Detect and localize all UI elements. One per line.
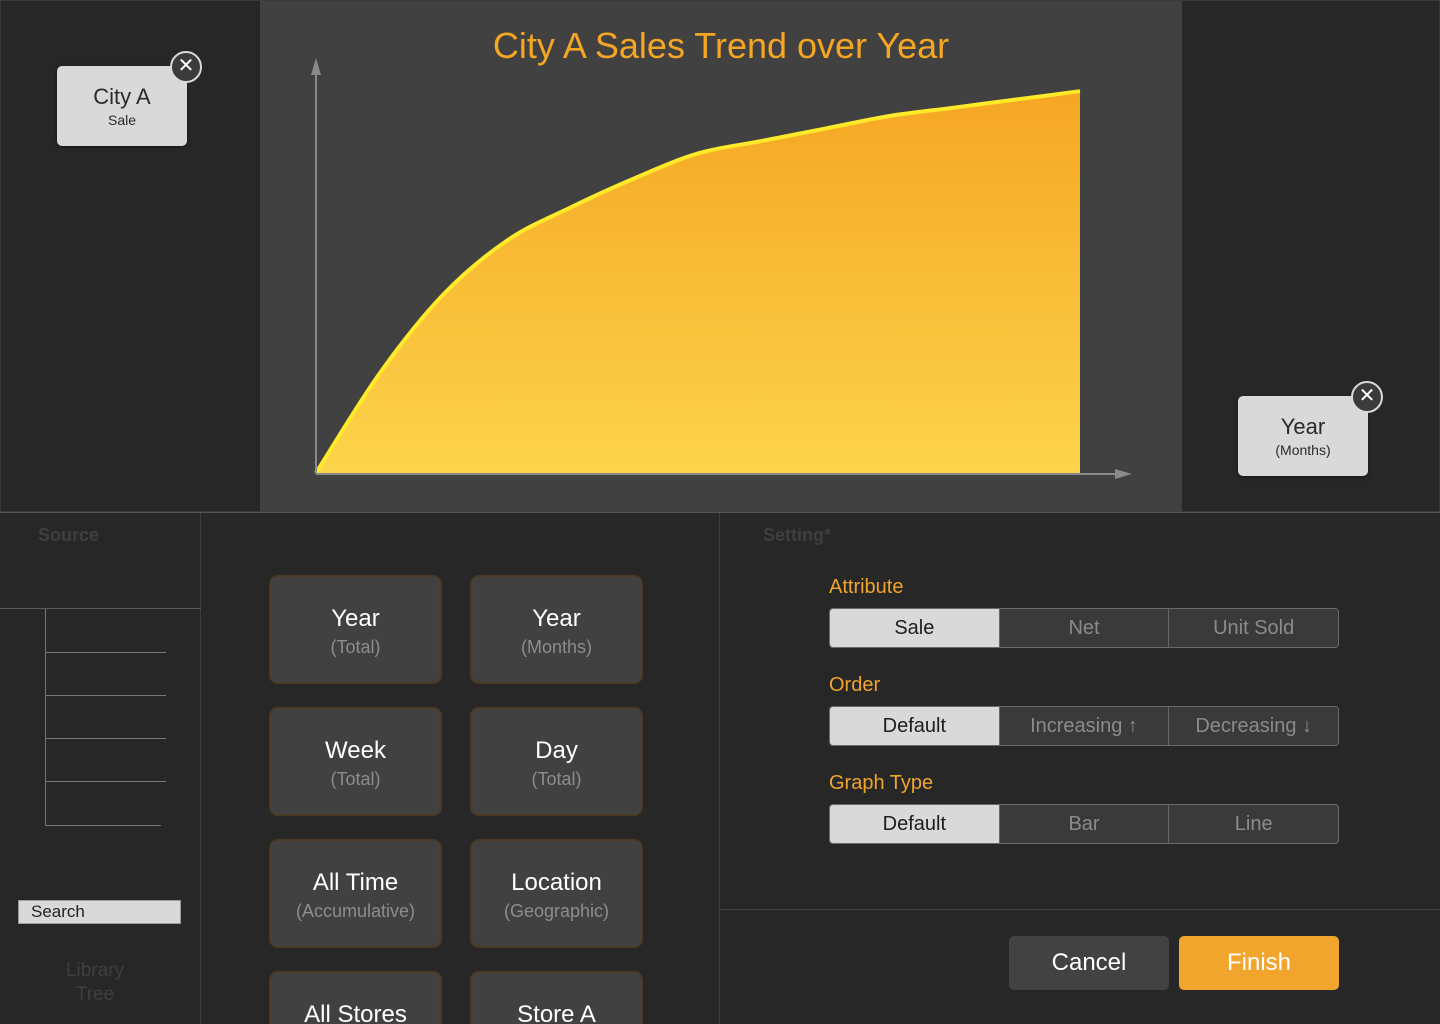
close-icon[interactable]: ✕	[1351, 381, 1383, 413]
tree-node[interactable]	[45, 652, 166, 653]
graph-type-option-bar[interactable]: Bar	[998, 805, 1169, 843]
tile-name: All Time	[312, 869, 399, 896]
order-option-increasing[interactable]: Increasing ↑	[998, 707, 1169, 745]
chart-panel: City A Sales Trend over Year	[260, 1, 1182, 512]
attribute-option-sale[interactable]: Sale	[830, 609, 999, 647]
order-option-default[interactable]: Default	[830, 707, 999, 745]
tile-name: Year	[532, 605, 581, 632]
tile-all-stores[interactable]: All Stores	[269, 971, 442, 1024]
tile-sub: (Accumulative)	[295, 901, 416, 921]
tile-sub: (Total)	[330, 637, 381, 657]
tile-all-time[interactable]: All Time (Accumulative)	[269, 839, 442, 948]
tree-node[interactable]	[45, 825, 161, 826]
attribute-segmented-control: Sale Net Unit Sold	[829, 608, 1339, 648]
area-fill	[316, 91, 1080, 473]
tile-name: All Stores	[304, 1001, 407, 1024]
x-axis-chip-title: Year	[1280, 414, 1326, 439]
tile-name: Week	[325, 737, 386, 764]
tile-year-months[interactable]: Year (Months)	[470, 575, 643, 684]
tile-name: Year	[331, 605, 380, 632]
tile-day-total[interactable]: Day (Total)	[470, 707, 643, 816]
settings-panel: Setting* Attribute Sale Net Unit Sold Or…	[720, 513, 1440, 1024]
y-axis-chip-subtitle: Sale	[107, 112, 137, 128]
attribute-option-unit-sold[interactable]: Unit Sold	[1168, 609, 1338, 647]
tile-name: Day	[535, 737, 578, 764]
y-axis-chip[interactable]: City A Sale ✕	[57, 51, 202, 146]
tile-location[interactable]: Location (Geographic)	[470, 839, 643, 948]
library-label-line2: Tree	[75, 984, 115, 1005]
attribute-option-net[interactable]: Net	[998, 609, 1169, 647]
graph-type-label: Graph Type	[829, 772, 934, 794]
settings-title: Setting*	[763, 525, 832, 545]
tree-node[interactable]	[45, 781, 166, 782]
x-axis-arrow	[1115, 469, 1132, 479]
x-axis-chip[interactable]: Year (Months) ✕	[1238, 381, 1383, 476]
tile-year-total[interactable]: Year (Total)	[269, 575, 442, 684]
tile-sub: (Months)	[520, 637, 592, 657]
tile-sub: (Total)	[330, 769, 381, 789]
tile-sub: (Total)	[531, 769, 582, 789]
finish-button[interactable]: Finish	[1179, 936, 1339, 990]
graph-type-segmented-control: Default Bar Line	[829, 804, 1339, 844]
tile-sub: (Geographic)	[503, 901, 610, 921]
cancel-button[interactable]: Cancel	[1009, 936, 1169, 990]
source-divider	[0, 608, 201, 609]
attribute-label: Attribute	[829, 576, 904, 598]
tree-node[interactable]	[45, 738, 166, 739]
tree-node[interactable]	[45, 695, 166, 696]
order-segmented-control: Default Increasing ↑ Decreasing ↓	[829, 706, 1339, 746]
library-tree-label[interactable]: Library Tree	[30, 959, 160, 1007]
series-line	[314, 89, 1081, 475]
graph-type-option-line[interactable]: Line	[1168, 805, 1338, 843]
search-input[interactable]: Search	[18, 900, 181, 924]
tile-week-total[interactable]: Week (Total)	[269, 707, 442, 816]
tile-store-a[interactable]: Store A	[470, 971, 643, 1024]
area-chart: City A Sales Trend over Year	[311, 25, 1132, 479]
chart-workspace: City A Sale ✕ City A Sales Trend over Ye…	[0, 0, 1440, 512]
y-axis-chip-title: City A	[93, 84, 151, 109]
chart-title: City A Sales Trend over Year	[493, 25, 949, 66]
library-label-line1: Library	[65, 960, 125, 981]
bottom-panel: Source Search Library Tree Year (Total) …	[0, 512, 1440, 1024]
x-axis-chip-subtitle: (Months)	[1275, 442, 1331, 458]
settings-divider	[720, 909, 1440, 910]
order-option-decreasing[interactable]: Decreasing ↓	[1168, 707, 1338, 745]
tile-name: Store A	[517, 1001, 596, 1024]
source-title: Source	[38, 525, 100, 545]
graph-type-option-default[interactable]: Default	[830, 805, 999, 843]
tile-name: Location	[511, 869, 602, 896]
close-icon[interactable]: ✕	[170, 51, 202, 83]
source-panel: Source Search Library Tree	[0, 513, 201, 1024]
dimension-tiles: Year (Total) Year (Months) Week (Total) …	[201, 513, 720, 1024]
y-axis-arrow	[311, 58, 321, 75]
tree-trunk	[45, 609, 46, 826]
order-label: Order	[829, 674, 881, 696]
